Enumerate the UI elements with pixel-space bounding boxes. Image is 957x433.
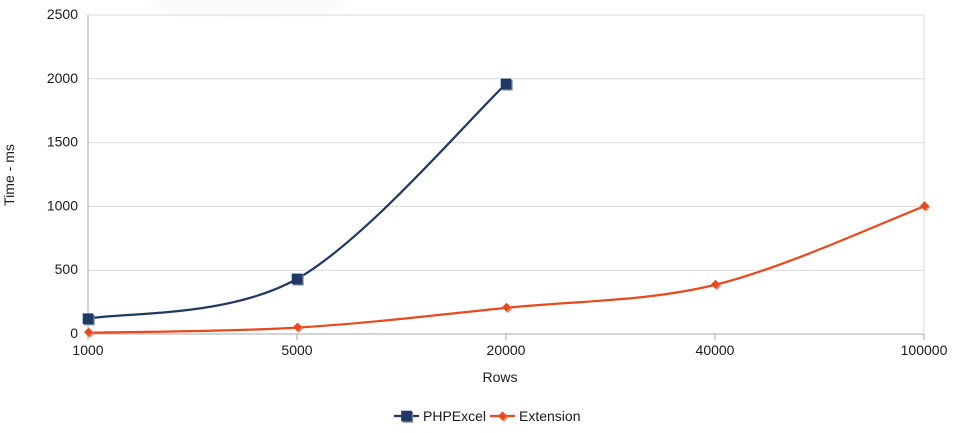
svg-text:0: 0 bbox=[70, 325, 78, 341]
svg-text:Time - ms: Time - ms bbox=[1, 144, 17, 206]
svg-text:Extension: Extension bbox=[519, 408, 580, 424]
svg-text:2000: 2000 bbox=[47, 70, 78, 86]
svg-text:100000: 100000 bbox=[901, 342, 948, 358]
svg-text:40000: 40000 bbox=[696, 342, 735, 358]
svg-text:Rows: Rows bbox=[482, 369, 517, 385]
svg-text:2500: 2500 bbox=[47, 6, 78, 22]
svg-text:1000: 1000 bbox=[72, 342, 103, 358]
svg-text:20000: 20000 bbox=[487, 342, 526, 358]
svg-text:5000: 5000 bbox=[281, 342, 312, 358]
svg-text:PHPExcel: PHPExcel bbox=[423, 408, 486, 424]
svg-text:1000: 1000 bbox=[47, 197, 78, 213]
svg-text:1500: 1500 bbox=[47, 134, 78, 150]
svg-text:500: 500 bbox=[55, 261, 79, 277]
